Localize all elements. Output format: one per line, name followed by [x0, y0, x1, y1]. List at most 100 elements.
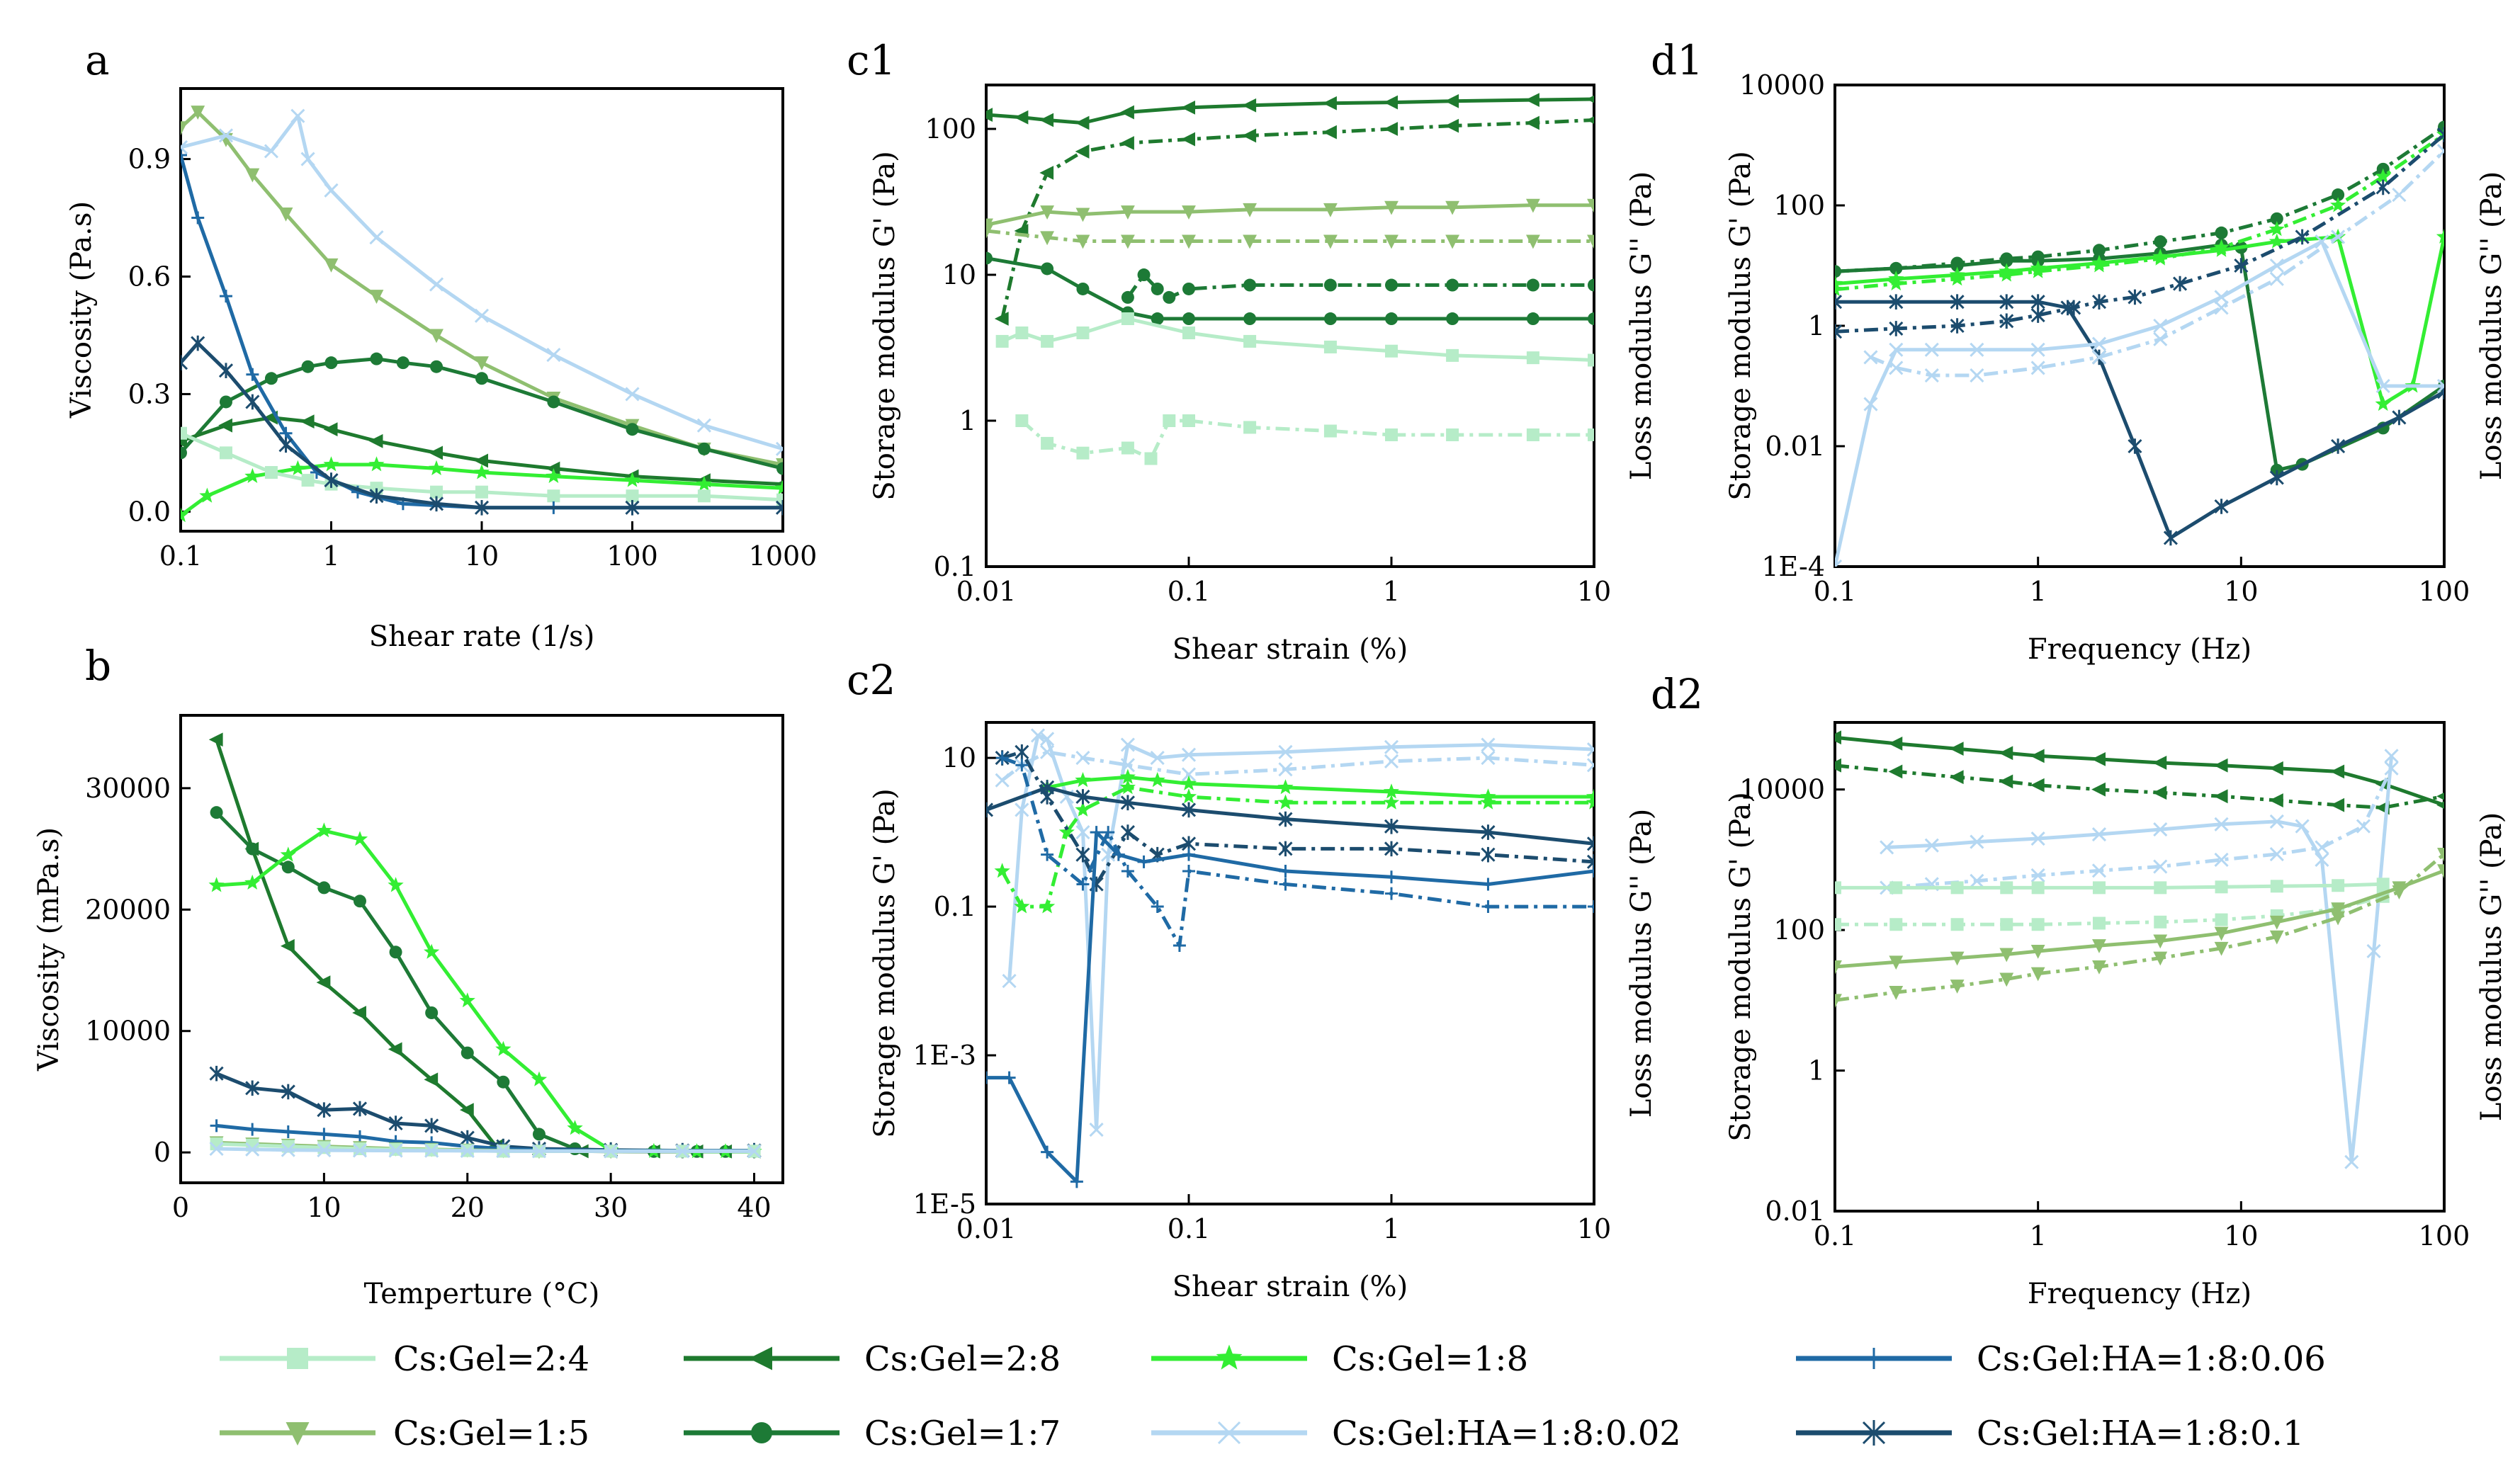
y-tick-label: 10 [942, 742, 976, 773]
data-point-cha01 [1481, 846, 1496, 863]
data-point-c17 [1076, 282, 1090, 295]
data-point-cha006 [1588, 900, 1594, 914]
data-point-c15 [429, 329, 443, 344]
panel-c1-frame [985, 84, 1595, 568]
y-tick-label: 100 [925, 113, 976, 144]
data-point-cha006 [1102, 826, 1115, 839]
data-point-cha006 [191, 211, 205, 225]
data-point-c24 [1041, 436, 1054, 450]
data-point-c15 [1835, 994, 1842, 1009]
data-point-c18 [351, 831, 368, 846]
data-point-cha002 [2214, 290, 2229, 305]
data-point-c17 [532, 1128, 546, 1141]
data-point-c15 [278, 207, 293, 222]
y-tick-label: 1 [959, 405, 976, 436]
data-point-cha002 [1863, 397, 1878, 411]
data-point-c18 [1277, 794, 1294, 810]
legend-marker-c17 [751, 1422, 772, 1443]
data-point-cha002 [1970, 873, 1984, 888]
x-tick-label: 0.01 [956, 576, 1017, 607]
data-point-c24 [1385, 344, 1398, 358]
data-point-cha01 [2214, 499, 2229, 514]
data-point-c18 [531, 1071, 548, 1086]
series-line-c28 [986, 97, 1594, 125]
data-point-c15 [1445, 200, 1459, 215]
data-point-cha002 [1075, 825, 1090, 840]
data-point-cha01 [369, 488, 384, 504]
data-point-c28 [1181, 101, 1195, 115]
data-point-c15 [181, 121, 188, 136]
data-point-c24 [1041, 334, 1054, 348]
legend-label: Cs:Gel=2:4 [393, 1339, 589, 1379]
data-point-c28 [1242, 128, 1257, 143]
data-point-cha01 [1889, 294, 1904, 310]
data-point-cha006 [1121, 864, 1134, 878]
data-point-c24 [2332, 879, 2345, 892]
data-point-cha002 [2384, 761, 2399, 776]
data-point-cha002 [625, 387, 640, 402]
legend-marker-c18 [1216, 1344, 1243, 1370]
data-point-cha01 [1999, 313, 2014, 329]
data-point-cha002 [1586, 742, 1594, 757]
data-point-cha002 [181, 140, 188, 155]
data-point-cha002 [1120, 758, 1135, 773]
data-point-cha002 [1863, 350, 1878, 365]
data-point-cha002 [460, 1143, 475, 1158]
data-point-c18 [2091, 257, 2108, 273]
data-point-c28 [1181, 132, 1195, 147]
series-line-c28-loss [1835, 763, 2444, 810]
data-point-c28 [2030, 778, 2045, 793]
data-point-c17 [281, 861, 295, 874]
data-point-cha01 [1889, 321, 1904, 336]
data-point-cha002 [995, 773, 1010, 788]
data-point-c15 [1835, 960, 1842, 975]
legend-marker-c24 [287, 1348, 308, 1369]
data-point-cha01 [2128, 289, 2142, 305]
panel-d1: d1 0.1 1 10 100 1E-4 0.01 1 100 10000 Frequency … [1651, 36, 2508, 666]
data-point-c28 [1323, 96, 1337, 110]
data-point-cha01 [1835, 324, 1843, 340]
data-point-cha002 [2091, 827, 2107, 842]
data-point-c15 [1445, 234, 1459, 249]
data-point-c18 [495, 1040, 512, 1056]
series-line-cha01 [215, 1072, 755, 1153]
data-point-c28 [429, 445, 443, 460]
data-point-cha002 [1924, 838, 1939, 853]
data-point-cha002 [1015, 802, 1029, 817]
data-point-c18 [290, 460, 306, 475]
y-tick-label: 0.9 [128, 144, 171, 175]
data-point-c28 [280, 938, 295, 953]
y-tick-label: 1E-5 [912, 1188, 976, 1220]
data-point-cha002 [2091, 336, 2107, 351]
data-point-cha006 [1041, 1145, 1054, 1159]
legend-label: Cs:Gel:HA=1:8:0.1 [1977, 1414, 2304, 1453]
data-point-cha002 [2214, 300, 2229, 315]
data-point-cha01 [1586, 836, 1594, 852]
data-point-c15 [2214, 941, 2229, 956]
data-point-cha002 [2315, 852, 2329, 867]
data-point-c28 [1888, 736, 1903, 751]
data-point-c17 [1588, 312, 1594, 326]
panel-b: b 0 10 20 30 40 0 10000 20000 30000 Temperture (… [33, 642, 784, 1310]
data-point-cha01 [324, 472, 339, 488]
data-point-c17 [2031, 250, 2045, 263]
panel-d2-xlabel: Frequency (Hz) [2028, 1278, 2251, 1310]
data-point-cha01 [2030, 294, 2045, 310]
data-point-cha01 [1384, 841, 1399, 857]
series-line-c24-loss [1020, 419, 1594, 460]
data-point-c17 [2332, 188, 2345, 202]
panel-b-ylabel: Viscosity (mPa.s) [33, 827, 65, 1072]
data-point-cha002 [1075, 751, 1090, 766]
data-point-c28 [208, 732, 223, 747]
data-point-c18 [696, 475, 712, 492]
data-point-cha006 [1481, 878, 1495, 891]
data-point-c17 [697, 442, 711, 455]
data-point-cha01 [1835, 294, 1843, 310]
panel-a-label: a [85, 36, 110, 84]
data-point-c28 [1949, 742, 1964, 756]
data-point-cha01 [1181, 802, 1197, 818]
data-point-c17 [246, 842, 259, 856]
data-point-cha002 [496, 1144, 511, 1159]
data-point-c15 [1526, 198, 1540, 213]
data-point-cha01 [181, 355, 188, 370]
